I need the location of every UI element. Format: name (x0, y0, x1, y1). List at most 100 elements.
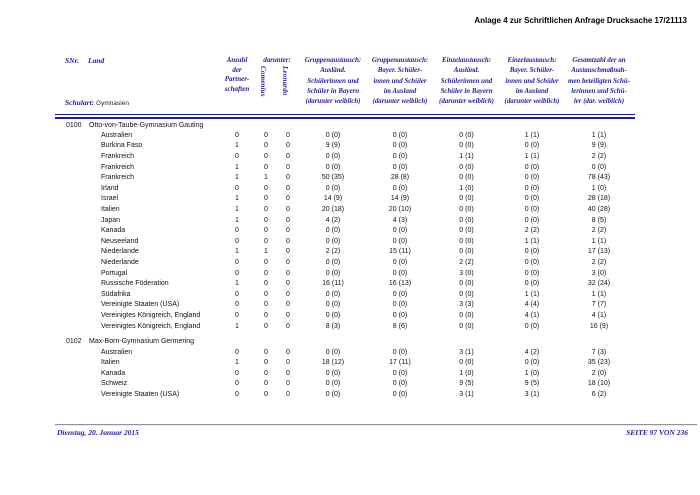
school-name: Otto-von-Taube-Gymnasium Gauting (89, 121, 204, 129)
header-line: Bayer. Schüler- (509, 67, 555, 75)
cell-country: Vereinigte Staaten (USA) (101, 390, 180, 398)
cell-partnerschaften: 1 (235, 174, 239, 182)
cell-snr-empty (55, 216, 89, 227)
cell-snr-empty (55, 379, 89, 390)
cell-country: Portugal (101, 269, 128, 277)
cell-exchange-5: 2 (2) (591, 153, 607, 161)
school-group: 0100 Otto-von-Taube-Gymnasium Gauting Aust… (55, 120, 635, 333)
cell-exchange-5: 8 (5) (591, 216, 607, 224)
school-group: 0102 Max-Born-Gymnasium Germering Australi… (55, 336, 635, 400)
cell-exchange-3: 9 (5) (459, 380, 474, 388)
cell-partnerschaften: 1 (235, 280, 239, 288)
cell-snr-empty (55, 237, 89, 248)
cell-exchange-1: 0 (0) (325, 390, 341, 398)
cell-partnerschaften: 1 (235, 359, 239, 367)
cell-comenius: 0 (264, 237, 268, 245)
table-body: 0100 Otto-von-Taube-Gymnasium Gauting Aust… (55, 119, 635, 401)
header-line: schaften (224, 84, 250, 93)
cell-partnerschaften: 0 (235, 301, 239, 309)
cell-partnerschaften: 0 (235, 311, 239, 319)
cell-exchange-1: 0 (0) (325, 131, 341, 139)
header-line: Partner- (224, 75, 250, 84)
cell-snr-empty (55, 358, 89, 369)
header-line: lerinnen und Schü- (571, 87, 627, 95)
cell-exchange-4: 0 (0) (524, 195, 540, 203)
country-row: Burkina Faso 1 0 0 9 (9) 0 (0) 0 (0) 0 (0) 9 (9) (55, 141, 635, 152)
country-row: Kanada 0 0 0 0 (0) 0 (0) 0 (0) 2 (2) 2 (2) (55, 226, 635, 237)
header-line: ler (dar. weiblich) (573, 98, 625, 106)
cell-leonardo: 0 (286, 359, 290, 367)
cell-exchange-2: 0 (0) (392, 184, 408, 192)
cell-exchange-4: 0 (0) (524, 269, 540, 277)
cell-exchange-1: 4 (2) (325, 216, 341, 224)
cell-exchange-5: 17 (13) (587, 248, 611, 256)
cell-country: Australien (101, 131, 133, 139)
cell-leonardo: 0 (286, 390, 290, 398)
cell-leonardo: 0 (286, 227, 290, 235)
cell-exchange-5: 78 (43) (587, 174, 611, 182)
cell-comenius: 0 (264, 153, 268, 161)
cell-leonardo: 0 (286, 348, 290, 356)
cell-leonardo: 0 (286, 142, 290, 150)
cell-exchange-2: 15 (11) (389, 248, 411, 256)
cell-exchange-4: 1 (1) (524, 290, 540, 298)
cell-country: Frankreich (101, 174, 135, 182)
country-row: Irland 0 0 0 0 (0) 0 (0) 1 (0) 0 (0) 1 (0) (55, 184, 635, 195)
cell-exchange-5: 7 (3) (591, 348, 607, 356)
cell-leonardo: 0 (286, 380, 290, 388)
cell-exchange-5: 4 (1) (591, 311, 607, 319)
header-line: (darunter weiblich) (439, 98, 494, 106)
cell-exchange-4: 1 (1) (524, 237, 540, 245)
cell-partnerschaften: 0 (235, 290, 239, 298)
cell-leonardo: 0 (286, 259, 290, 267)
header-rule-thick (55, 116, 635, 119)
school-snr: 0100 (66, 121, 82, 129)
header-line: Gruppenaustausch: (371, 57, 429, 64)
cell-exchange-4: 0 (0) (524, 174, 540, 182)
header-line: Schülerinnen und (307, 77, 359, 85)
country-row: Russische Föderation 1 0 0 16 (11) 16 (13) 0 (… (55, 279, 635, 290)
cell-comenius: 0 (264, 142, 268, 150)
cell-partnerschaften: 0 (235, 153, 239, 161)
cell-exchange-4: 4 (4) (524, 301, 540, 309)
cell-partnerschaften: 0 (235, 184, 239, 192)
schulart-value: Gymnasien (96, 100, 129, 107)
cell-exchange-5: 7 (7) (591, 301, 607, 309)
cell-partnerschaften: 1 (235, 322, 239, 330)
cell-leonardo: 0 (286, 206, 290, 214)
cell-partnerschaften: 0 (235, 227, 239, 235)
cell-leonardo: 0 (286, 163, 290, 171)
country-row: Australien 0 0 0 0 (0) 0 (0) 0 (0) 1 (1) 1 (1) (55, 131, 635, 142)
cell-exchange-2: 0 (0) (392, 390, 408, 398)
cell-leonardo: 0 (286, 369, 290, 377)
header-line: Austauschmaßnah- (571, 67, 627, 75)
cell-exchange-2: 20 (10) (388, 206, 412, 214)
cell-exchange-5: 18 (10) (587, 380, 611, 388)
cell-exchange-5: 1 (0) (591, 184, 607, 192)
cell-exchange-2: 14 (9) (390, 195, 410, 203)
cell-exchange-1: 0 (0) (325, 227, 341, 235)
header-line: Gesamtzahl der an (572, 57, 626, 64)
cell-country: Italien (101, 359, 120, 367)
country-row: Italien 1 0 0 18 (12) 17 (11) 0 (0) 0 (0) 35 (23… (55, 358, 635, 369)
cell-exchange-2: 28 (8) (390, 174, 410, 182)
cell-country: Kanada (101, 227, 126, 235)
cell-leonardo: 0 (286, 322, 290, 330)
cell-snr-empty (55, 152, 89, 163)
cell-exchange-5: 9 (9) (591, 142, 607, 150)
cell-snr-empty (55, 269, 89, 280)
header-line: im Ausland (383, 87, 417, 95)
cell-exchange-2: 0 (0) (392, 290, 408, 298)
cell-exchange-2: 17 (11) (389, 359, 411, 367)
cell-country: Frankreich (101, 153, 135, 161)
cell-exchange-2: 8 (6) (392, 322, 408, 330)
cell-exchange-4: 1 (1) (524, 131, 540, 139)
country-row: Italien 1 0 0 20 (18) 20 (10) 0 (0) 0 (0) 40 (28… (55, 205, 635, 216)
cell-snr-empty (55, 369, 89, 380)
cell-exchange-1: 8 (3) (325, 322, 341, 330)
cell-comenius: 0 (264, 359, 268, 367)
country-row: Portugal 0 0 0 0 (0) 0 (0) 3 (0) 0 (0) 3 (0) (55, 269, 635, 280)
cell-exchange-4: 0 (0) (524, 216, 540, 224)
cell-exchange-2: 0 (0) (392, 227, 408, 235)
